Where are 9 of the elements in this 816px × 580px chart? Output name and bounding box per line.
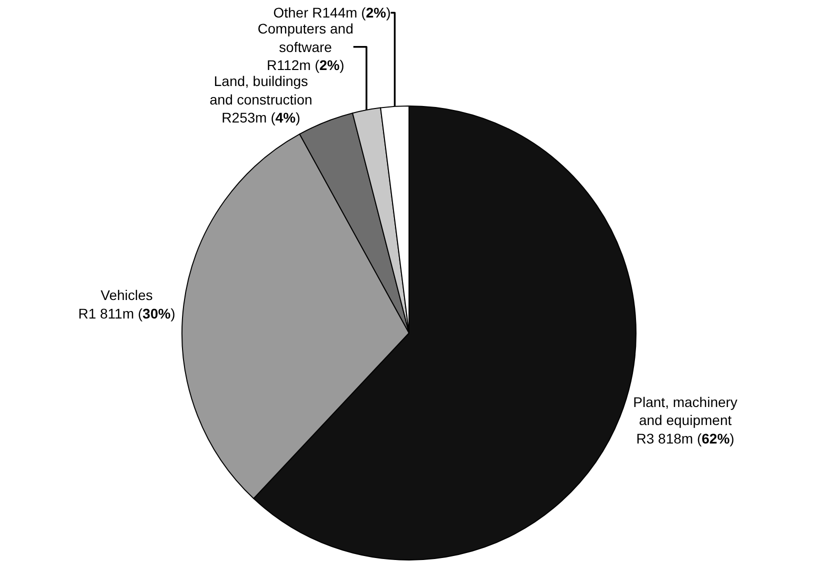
data-label: R253m (4%) — [222, 109, 300, 126]
data-label: R1 811m (30%) — [78, 305, 176, 322]
slice-label: Other R144m (2%) — [273, 4, 391, 21]
slice-label: Vehicles — [100, 287, 153, 304]
slice-label: Plant, machinery and equipment — [633, 394, 738, 428]
data-label: R112m (2%) — [266, 57, 344, 74]
slice-label: Computers and software — [258, 20, 354, 55]
data-label: R3 818m (62%) — [636, 430, 734, 446]
slice-label: Land, buildings and construction — [210, 73, 312, 108]
